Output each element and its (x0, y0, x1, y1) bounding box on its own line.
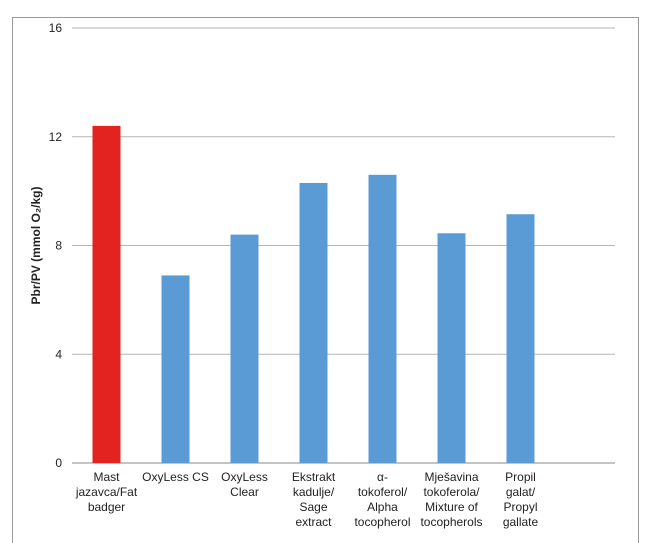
x-category-label: Mast jazavca/Fat badger (75, 470, 138, 514)
y-tick-label: 0 (55, 456, 62, 470)
x-category-label: OxyLess CS (142, 470, 209, 484)
x-category-label: OxyLess Clear (221, 470, 268, 499)
y-tick-label: 8 (55, 239, 62, 253)
x-category-label: Ekstrakt kadulje/Sage extract (292, 470, 336, 529)
y-axis-label: Pbr/PV (mmol O₂/kg) (29, 186, 43, 304)
x-category-label: Mješavina tokoferola/Mixture of tocopherol… (420, 470, 482, 529)
x-category-labels: Mast jazavca/Fat badger OxyLess CS OxyLess Cl… (75, 470, 539, 529)
y-tick-label: 12 (49, 130, 63, 144)
y-tick-labels: 0 4 8 12 16 (49, 21, 63, 470)
bar (92, 125, 121, 463)
y-tick-label: 16 (49, 21, 63, 35)
x-category-label: Propil galat/Propyl gallate (503, 470, 539, 529)
bar (230, 234, 259, 463)
x-category-label: α-tokoferol/Alpha tocopherol (354, 470, 410, 529)
bar (506, 214, 535, 463)
bar (437, 233, 466, 463)
bar (299, 182, 328, 463)
bar (368, 174, 397, 463)
bars (92, 125, 535, 463)
chart-frame (12, 17, 639, 543)
bar (161, 275, 190, 463)
y-tick-label: 4 (55, 347, 62, 361)
